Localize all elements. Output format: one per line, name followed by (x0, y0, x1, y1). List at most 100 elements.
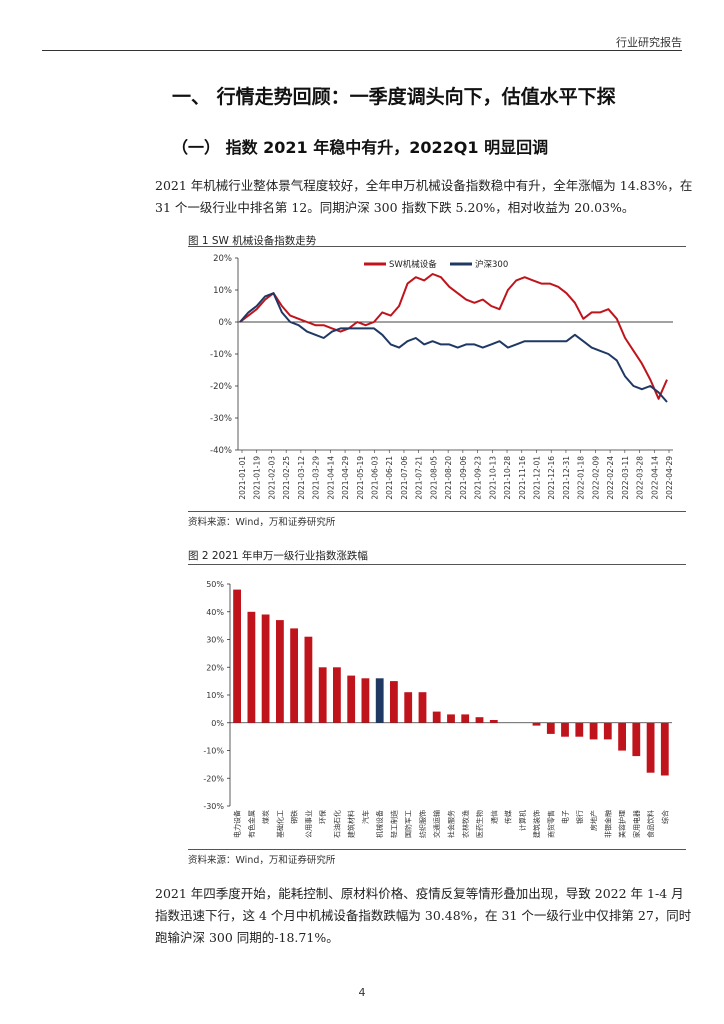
x-tick-label: 2022-03-11 (621, 456, 630, 500)
bar (375, 678, 384, 723)
figure-1-title: 图 1 SW 机械设备指数走势 (188, 235, 317, 247)
series-line-csi300 (239, 292, 668, 403)
bar (646, 722, 655, 773)
category-label: 综合 (660, 810, 669, 824)
page-number: 4 (358, 986, 366, 999)
x-tick-label: 2021-02-25 (282, 456, 291, 500)
x-tick-label: 2021-03-12 (297, 456, 306, 500)
header-label: 行业研究报告 (616, 36, 682, 49)
category-label: 计算机 (518, 810, 527, 831)
category-label: 纺织服饰 (418, 810, 427, 838)
y-tick-label: 0% (219, 318, 233, 328)
x-tick-label: 2021-07-21 (415, 456, 424, 500)
x-tick-label: 2021-01-01 (238, 456, 247, 500)
bar-chart: 50% 40% 30% 20% 10% 0% -10% -20% -30% 电力设备 有色金属 煤炭基… (203, 580, 672, 838)
x-tick-label: 2021-10-13 (488, 456, 497, 500)
bar (632, 722, 641, 757)
x-tick-label: 2022-04-14 (650, 456, 659, 500)
bar (390, 681, 398, 723)
x-tick-label: 2022-03-28 (636, 456, 645, 500)
x-tick-label: 2022-01-18 (577, 456, 586, 500)
bar (575, 722, 584, 737)
bar (618, 722, 626, 751)
figure-2-bottom-rule (188, 849, 686, 850)
bar (276, 620, 284, 723)
y-tick-label: -10% (203, 747, 224, 756)
figure-2-rule (188, 564, 686, 565)
y-tick-label: 50% (206, 580, 224, 589)
category-label: 石油石化 (332, 810, 341, 838)
category-label: 医药生物 (475, 810, 484, 838)
bar (333, 667, 341, 723)
x-tick-label: 2021-08-20 (444, 456, 453, 500)
bar (418, 692, 427, 723)
category-label: 家用电器 (632, 810, 641, 838)
bar (561, 722, 569, 737)
category-label: 建筑装饰 (532, 810, 541, 838)
bar (432, 711, 441, 723)
figure-2-title: 图 2 2021 年申万一级行业指数涨跌幅 (188, 550, 368, 562)
section-title: 一、 行情走势回顾：一季度调头向下，估值水平下探 (172, 86, 616, 108)
y-tick-label: 30% (206, 636, 224, 645)
y-tick-label: 0% (211, 719, 224, 728)
category-label: 电力设备 (233, 810, 242, 838)
bar (532, 722, 541, 726)
bar (603, 722, 612, 740)
bar (546, 722, 555, 734)
paragraph-2: 2021 年四季度开始，能耗控制、原材料价格、疫情反复等情形叠加出现，导致 20… (155, 886, 692, 945)
category-label: 通信 (489, 810, 498, 824)
x-tick-label: 2021-08-05 (429, 456, 438, 500)
bar (461, 714, 470, 723)
x-tick-label: 2021-06-03 (371, 456, 380, 500)
category-label: 非银金融 (603, 810, 612, 838)
category-label: 机械设备 (375, 810, 384, 838)
bar (261, 614, 270, 723)
x-tick-label: 2021-12-16 (547, 456, 556, 500)
bar (475, 717, 484, 723)
x-tick-label: 2021-06-21 (385, 456, 394, 500)
x-tick-label: 2021-01-19 (253, 456, 262, 500)
bar (347, 675, 356, 723)
bar (447, 714, 455, 723)
bar (290, 628, 298, 723)
category-label: 商贸零售 (546, 810, 555, 838)
subsection-title: （一） 指数 2021 年稳中有升，2022Q1 明显回调 (172, 138, 549, 157)
x-tick-label: 2021-02-03 (267, 456, 276, 500)
category-label: 钢铁 (290, 810, 299, 824)
category-label: 社会服务 (447, 810, 456, 838)
legend-label: 沪深300 (475, 259, 508, 270)
x-tick-label: 2021-12-31 (562, 456, 571, 500)
category-label: 汽车 (361, 810, 370, 824)
category-label: 房地产 (589, 810, 598, 831)
bar (489, 720, 498, 723)
x-tick-label: 2021-10-28 (503, 456, 512, 500)
category-label: 食品饮料 (646, 810, 655, 838)
bar (233, 589, 241, 723)
bar (361, 678, 370, 723)
x-tick-label: 2021-09-06 (459, 456, 468, 500)
y-tick-label: -10% (210, 350, 232, 360)
category-label: 有色金属 (247, 810, 256, 838)
y-tick-label: 40% (206, 608, 224, 617)
y-tick-label: -20% (210, 382, 232, 392)
category-label: 基础化工 (275, 810, 284, 838)
x-tick-label: 2021-04-14 (326, 456, 335, 500)
figure-1-rule (188, 246, 686, 247)
category-label: 建筑材料 (347, 810, 356, 838)
category-label: 农林牧渔 (461, 810, 470, 838)
x-tick-label: 2021-03-29 (312, 456, 321, 500)
y-tick-label: 10% (206, 691, 224, 700)
legend-label: SW机械设备 (389, 259, 437, 270)
category-label: 传媒 (504, 810, 513, 824)
y-tick-label: -30% (203, 802, 224, 811)
category-label: 银行 (575, 810, 584, 824)
category-label: 公用事业 (304, 810, 313, 838)
bar (304, 636, 313, 723)
x-tick-label: 2022-02-09 (591, 456, 600, 500)
bar (318, 667, 327, 723)
x-tick-label: 2021-11-16 (518, 456, 527, 500)
figure-1-bottom-rule (188, 511, 686, 512)
x-tick-label: 2021-12-01 (532, 456, 541, 500)
bar (589, 722, 598, 740)
y-tick-label: -20% (203, 774, 224, 783)
